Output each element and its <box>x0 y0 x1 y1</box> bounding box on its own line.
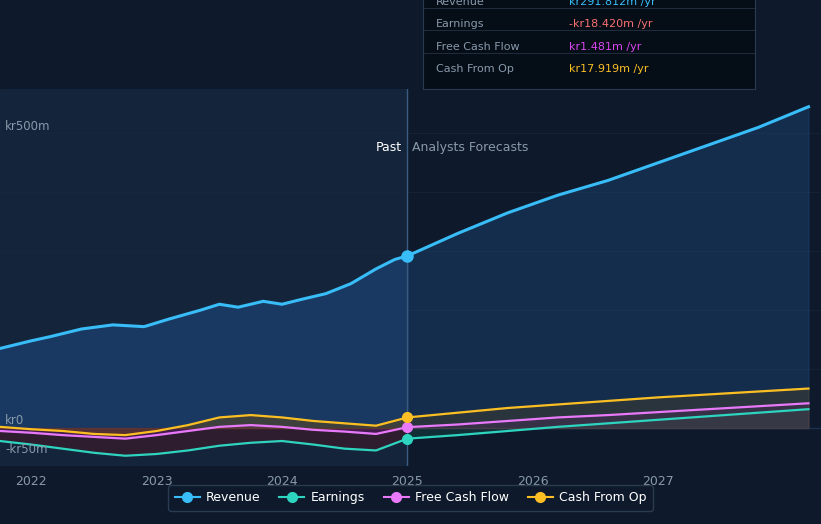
Text: kr291.812m /yr: kr291.812m /yr <box>569 0 656 7</box>
Text: Free Cash Flow: Free Cash Flow <box>436 42 520 52</box>
Text: Past: Past <box>376 141 402 154</box>
Text: -kr18.420m /yr: -kr18.420m /yr <box>569 19 653 29</box>
Text: Analysts Forecasts: Analysts Forecasts <box>412 141 529 154</box>
Bar <box>0 89 407 466</box>
Text: kr17.919m /yr: kr17.919m /yr <box>569 64 649 74</box>
Text: Revenue: Revenue <box>436 0 485 7</box>
Text: kr500m: kr500m <box>5 121 51 133</box>
Text: Cash From Op: Cash From Op <box>436 64 514 74</box>
Text: kr0: kr0 <box>5 414 25 427</box>
Text: -kr50m: -kr50m <box>5 443 48 456</box>
Text: kr1.481m /yr: kr1.481m /yr <box>569 42 641 52</box>
Legend: Revenue, Earnings, Free Cash Flow, Cash From Op: Revenue, Earnings, Free Cash Flow, Cash … <box>168 485 653 510</box>
Text: Earnings: Earnings <box>436 19 484 29</box>
